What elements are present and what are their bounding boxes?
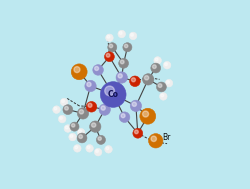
Circle shape — [92, 65, 103, 75]
Circle shape — [148, 134, 162, 148]
Circle shape — [65, 126, 68, 129]
Circle shape — [94, 67, 98, 70]
Circle shape — [163, 61, 170, 69]
Circle shape — [154, 58, 158, 61]
Circle shape — [122, 43, 132, 52]
Circle shape — [95, 150, 98, 153]
Circle shape — [153, 57, 161, 64]
Circle shape — [132, 128, 142, 138]
Circle shape — [142, 74, 153, 85]
Circle shape — [54, 107, 57, 110]
Circle shape — [77, 129, 84, 136]
Circle shape — [130, 100, 141, 112]
Text: Co: Co — [107, 90, 118, 99]
Circle shape — [60, 98, 68, 106]
Circle shape — [160, 94, 163, 97]
Circle shape — [119, 32, 122, 34]
Circle shape — [86, 82, 91, 87]
Circle shape — [131, 78, 135, 82]
Circle shape — [78, 130, 81, 133]
Circle shape — [87, 146, 90, 149]
Circle shape — [86, 145, 93, 152]
Circle shape — [60, 117, 62, 119]
Circle shape — [73, 145, 81, 152]
Circle shape — [139, 108, 155, 124]
Circle shape — [158, 84, 161, 88]
Circle shape — [106, 35, 110, 38]
Circle shape — [129, 32, 136, 40]
Circle shape — [119, 112, 129, 122]
Circle shape — [52, 106, 60, 113]
Circle shape — [94, 148, 102, 156]
Circle shape — [118, 58, 128, 68]
Circle shape — [150, 136, 156, 142]
Circle shape — [120, 60, 124, 64]
Circle shape — [88, 103, 92, 107]
Circle shape — [84, 80, 96, 92]
Circle shape — [130, 33, 133, 36]
Circle shape — [104, 52, 114, 62]
Circle shape — [77, 108, 88, 119]
Circle shape — [107, 43, 116, 52]
Circle shape — [70, 135, 73, 137]
Circle shape — [105, 34, 113, 42]
Circle shape — [100, 106, 105, 110]
Circle shape — [152, 65, 156, 69]
Circle shape — [124, 44, 127, 48]
Circle shape — [159, 93, 166, 100]
Circle shape — [64, 106, 68, 110]
Circle shape — [106, 147, 108, 150]
Circle shape — [98, 137, 101, 140]
Circle shape — [116, 72, 127, 83]
Circle shape — [78, 135, 82, 139]
Circle shape — [86, 101, 96, 112]
Circle shape — [96, 135, 105, 144]
Circle shape — [118, 74, 122, 78]
Circle shape — [77, 133, 86, 143]
Circle shape — [164, 79, 172, 87]
Circle shape — [89, 121, 101, 132]
Circle shape — [166, 81, 169, 84]
Circle shape — [156, 82, 166, 92]
Circle shape — [71, 124, 75, 127]
Circle shape — [91, 123, 96, 127]
Circle shape — [99, 104, 110, 115]
Text: Br: Br — [162, 132, 170, 142]
Circle shape — [120, 114, 124, 118]
Circle shape — [144, 76, 148, 80]
Circle shape — [129, 76, 140, 87]
Circle shape — [132, 102, 136, 106]
Circle shape — [106, 53, 110, 57]
Circle shape — [104, 86, 114, 96]
Circle shape — [104, 146, 112, 153]
Circle shape — [134, 130, 138, 134]
Circle shape — [118, 30, 125, 38]
Circle shape — [100, 82, 126, 107]
Circle shape — [71, 64, 87, 80]
Circle shape — [142, 111, 148, 117]
Circle shape — [79, 110, 83, 114]
Circle shape — [61, 100, 64, 102]
Circle shape — [63, 105, 72, 115]
Circle shape — [70, 122, 79, 131]
Circle shape — [64, 125, 71, 132]
Circle shape — [109, 44, 112, 48]
Circle shape — [74, 67, 80, 73]
Circle shape — [68, 133, 76, 141]
Circle shape — [74, 146, 77, 149]
Circle shape — [58, 115, 66, 123]
Circle shape — [164, 63, 167, 66]
Circle shape — [150, 63, 160, 73]
